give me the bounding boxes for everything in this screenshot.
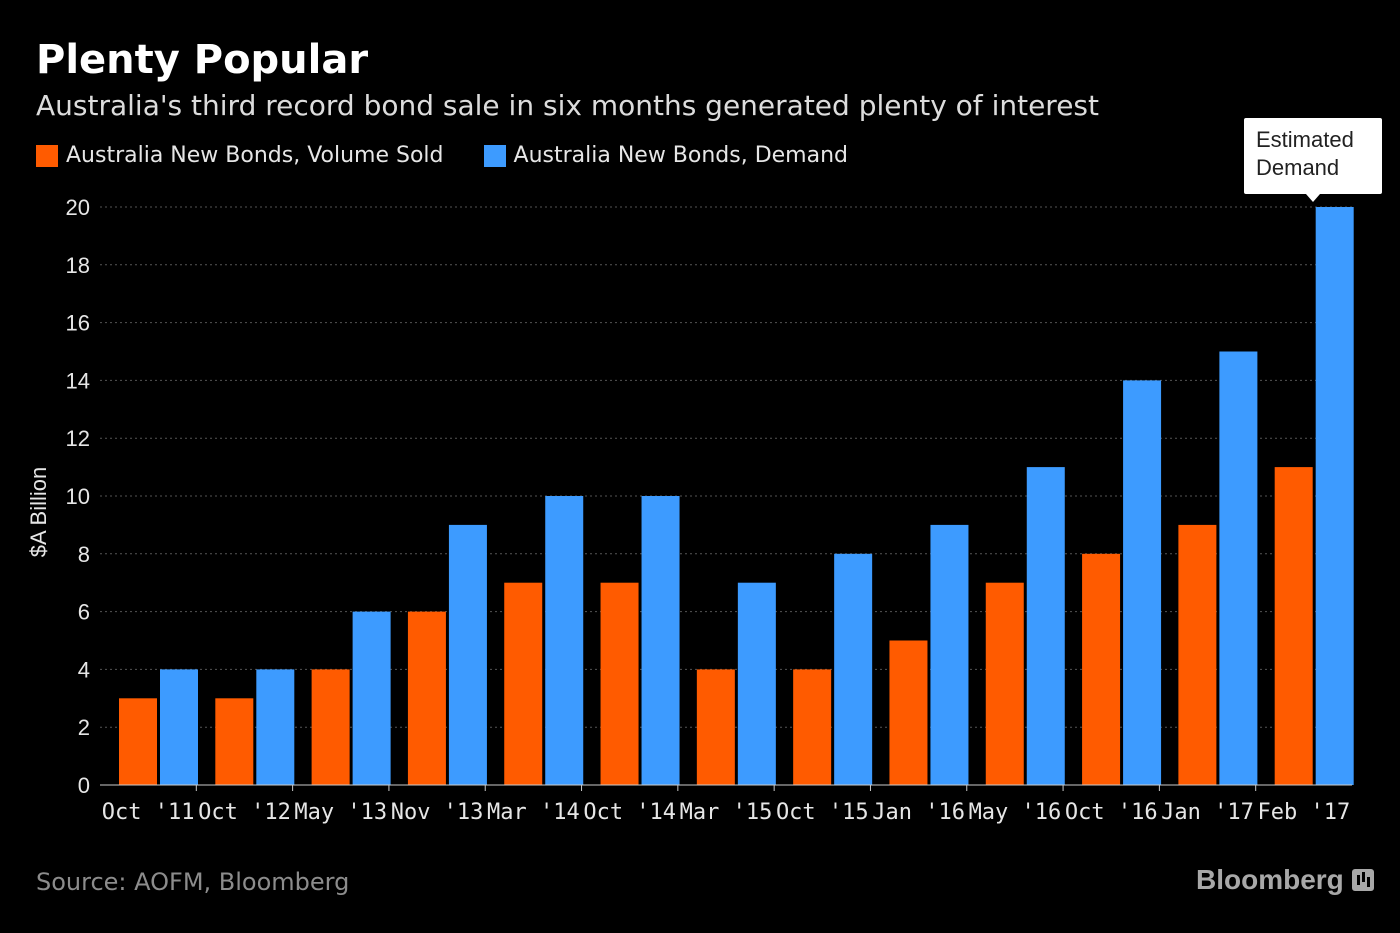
legend-item-volume-sold: Australia New Bonds, Volume Sold (36, 143, 444, 168)
x-tick-label-11: Jan '17 (1161, 800, 1254, 825)
bar-volume-sold-10 (1082, 553, 1121, 785)
bar-demand-7 (834, 553, 873, 785)
bar-chart: 0 2 4 6 8 10 12 14 16 18 20 Oct '11 Oct '12 May '13 No… (26, 195, 1354, 825)
bar-volume-sold-7 (793, 669, 832, 785)
x-tick-label-0: Oct '11 (102, 800, 195, 825)
bar-volume-sold-5 (600, 582, 639, 785)
x-tick-label-2: May '13 (294, 800, 387, 825)
estimated-demand-callout: Estimated Demand (1244, 118, 1382, 202)
y-axis-label: $A Billion (26, 467, 51, 558)
bloomberg-terminal-icon (1351, 869, 1374, 891)
x-tick-label-1: Oct '12 (198, 800, 291, 825)
y-tick-label-20: 20 (66, 195, 90, 220)
bar-volume-sold-2 (311, 669, 350, 785)
bar-demand-2 (352, 611, 391, 785)
bar-demand-11 (1219, 351, 1258, 785)
legend-label-volume-sold: Australia New Bonds, Volume Sold (66, 143, 444, 168)
chart-title: Plenty Popular (36, 37, 369, 83)
bars (119, 207, 1354, 785)
source-note: Source: AOFM, Bloomberg (36, 868, 350, 896)
y-tick-label-0: 0 (78, 773, 90, 798)
bar-demand-5 (641, 496, 680, 785)
legend-swatch-demand (483, 144, 506, 167)
legend-label-demand: Australia New Bonds, Demand (513, 143, 849, 168)
y-tick-label-16: 16 (66, 311, 90, 336)
legend-item-demand: Australia New Bonds, Demand (483, 143, 849, 168)
chart-subtitle: Australia's third record bond sale in si… (36, 89, 1099, 122)
x-tick-label-3: Nov '13 (391, 800, 484, 825)
y-tick-label-8: 8 (78, 542, 90, 567)
x-tick-label-9: May '16 (969, 800, 1062, 825)
y-tick-label-12: 12 (66, 426, 90, 451)
x-tick-label-12: Feb '17 (1257, 800, 1350, 825)
y-tick-label-14: 14 (66, 368, 90, 393)
bar-demand-4 (545, 496, 584, 785)
bar-volume-sold-1 (215, 698, 254, 785)
x-tick-label-7: Oct '15 (776, 800, 869, 825)
y-tick-label-18: 18 (66, 253, 90, 278)
x-tick-label-4: Mar '14 (487, 800, 580, 825)
bloomberg-logo: Bloomberg (1196, 862, 1374, 898)
axes: 0 2 4 6 8 10 12 14 16 18 20 Oct '11 Oct '12 May '13 No… (66, 195, 1352, 825)
bar-volume-sold-4 (504, 582, 543, 785)
legend-swatch-volume-sold (36, 144, 58, 167)
brand-label: Bloomberg (1196, 864, 1344, 895)
x-tick-label-8: Jan '16 (872, 800, 965, 825)
bar-demand-0 (160, 669, 198, 785)
bar-volume-sold-6 (696, 669, 735, 785)
bar-volume-sold-9 (985, 582, 1024, 785)
bar-demand-6 (737, 582, 776, 785)
grid-lines (100, 206, 1352, 728)
bar-volume-sold-11 (1178, 524, 1217, 785)
x-tick-label-10: Oct '16 (1065, 800, 1158, 825)
bar-demand-12 (1315, 207, 1354, 785)
y-tick-label-6: 6 (78, 600, 90, 625)
x-tick-label-6: Mar '15 (680, 800, 773, 825)
x-tick-label-5: Oct '14 (583, 800, 676, 825)
bar-volume-sold-0 (119, 698, 157, 785)
bar-volume-sold-3 (407, 611, 446, 785)
y-tick-label-4: 4 (78, 657, 90, 682)
bar-demand-3 (448, 524, 487, 785)
bar-demand-10 (1123, 380, 1162, 785)
bar-volume-sold-8 (889, 640, 928, 785)
legend: Australia New Bonds, Volume Sold Austral… (36, 143, 888, 168)
y-tick-label-2: 2 (78, 715, 90, 740)
bar-demand-8 (930, 524, 969, 785)
bar-demand-1 (256, 669, 295, 785)
bar-volume-sold-12 (1274, 467, 1313, 785)
y-tick-label-10: 10 (66, 484, 90, 509)
bar-demand-9 (1026, 467, 1065, 785)
